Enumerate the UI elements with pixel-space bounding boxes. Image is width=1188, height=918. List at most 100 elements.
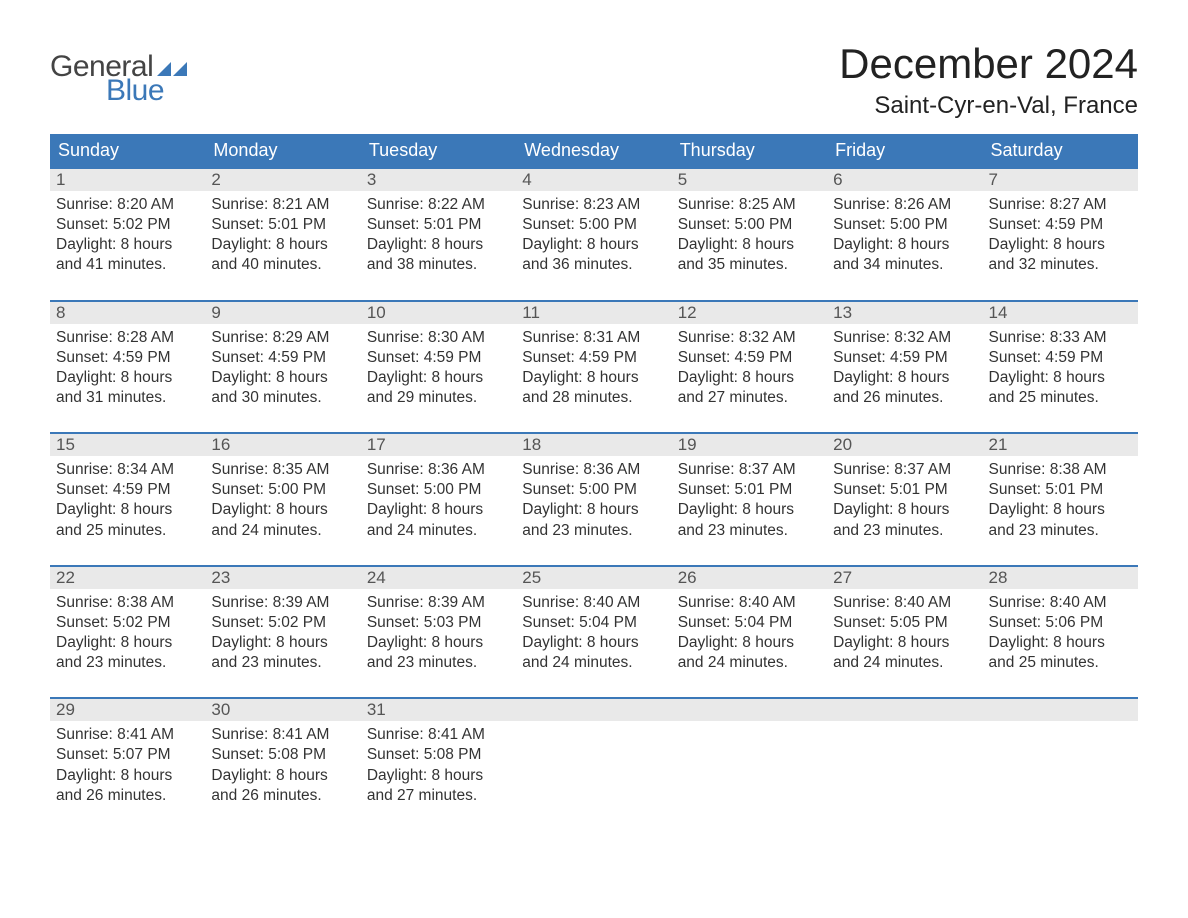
day-cell: 20Sunrise: 8:37 AMSunset: 5:01 PMDayligh… [827,434,982,547]
day-number: 22 [50,567,205,589]
day-body: Sunrise: 8:37 AMSunset: 5:01 PMDaylight:… [827,456,982,547]
day-number: 11 [516,302,671,324]
sunrise-line: Sunrise: 8:41 AM [56,725,199,745]
sunrise-line: Sunrise: 8:36 AM [522,460,665,480]
sunrise-line: Sunrise: 8:31 AM [522,328,665,348]
day-number: 26 [672,567,827,589]
sunset-line: Sunset: 5:01 PM [678,480,821,500]
sunrise-line: Sunrise: 8:21 AM [211,195,354,215]
calendar: SundayMondayTuesdayWednesdayThursdayFrid… [50,134,1138,812]
week-row: 8Sunrise: 8:28 AMSunset: 4:59 PMDaylight… [50,300,1138,415]
daylight-line: Daylight: 8 hours and 30 minutes. [211,368,354,408]
weeks-container: 1Sunrise: 8:20 AMSunset: 5:02 PMDaylight… [50,167,1138,812]
day-number: 2 [205,169,360,191]
day-body: Sunrise: 8:35 AMSunset: 5:00 PMDaylight:… [205,456,360,547]
sunrise-line: Sunrise: 8:25 AM [678,195,821,215]
day-cell: 13Sunrise: 8:32 AMSunset: 4:59 PMDayligh… [827,302,982,415]
day-body: Sunrise: 8:31 AMSunset: 4:59 PMDaylight:… [516,324,671,415]
day-cell: 25Sunrise: 8:40 AMSunset: 5:04 PMDayligh… [516,567,671,680]
weekday-header-cell: Thursday [672,134,827,167]
day-cell: 6Sunrise: 8:26 AMSunset: 5:00 PMDaylight… [827,169,982,282]
sunrise-line: Sunrise: 8:32 AM [678,328,821,348]
day-cell: 2Sunrise: 8:21 AMSunset: 5:01 PMDaylight… [205,169,360,282]
sunset-line: Sunset: 5:01 PM [989,480,1132,500]
day-number: 13 [827,302,982,324]
daylight-line: Daylight: 8 hours and 26 minutes. [56,766,199,806]
day-body: Sunrise: 8:32 AMSunset: 4:59 PMDaylight:… [827,324,982,415]
sunset-line: Sunset: 4:59 PM [833,348,976,368]
sunrise-line: Sunrise: 8:30 AM [367,328,510,348]
daylight-line: Daylight: 8 hours and 26 minutes. [211,766,354,806]
day-number: 16 [205,434,360,456]
day-number [516,699,671,721]
day-body: Sunrise: 8:40 AMSunset: 5:04 PMDaylight:… [672,589,827,680]
sunset-line: Sunset: 5:00 PM [522,480,665,500]
day-body: Sunrise: 8:33 AMSunset: 4:59 PMDaylight:… [983,324,1138,415]
week-row: 15Sunrise: 8:34 AMSunset: 4:59 PMDayligh… [50,432,1138,547]
day-cell: 5Sunrise: 8:25 AMSunset: 5:00 PMDaylight… [672,169,827,282]
day-body: Sunrise: 8:21 AMSunset: 5:01 PMDaylight:… [205,191,360,282]
day-cell: 17Sunrise: 8:36 AMSunset: 5:00 PMDayligh… [361,434,516,547]
sunrise-line: Sunrise: 8:23 AM [522,195,665,215]
sunrise-line: Sunrise: 8:28 AM [56,328,199,348]
sunrise-line: Sunrise: 8:26 AM [833,195,976,215]
day-number: 19 [672,434,827,456]
day-body: Sunrise: 8:41 AMSunset: 5:08 PMDaylight:… [361,721,516,812]
sunset-line: Sunset: 5:04 PM [678,613,821,633]
daylight-line: Daylight: 8 hours and 41 minutes. [56,235,199,275]
daylight-line: Daylight: 8 hours and 34 minutes. [833,235,976,275]
day-number: 1 [50,169,205,191]
sunrise-line: Sunrise: 8:27 AM [989,195,1132,215]
day-number: 21 [983,434,1138,456]
sunrise-line: Sunrise: 8:37 AM [678,460,821,480]
sunrise-line: Sunrise: 8:29 AM [211,328,354,348]
day-body: Sunrise: 8:28 AMSunset: 4:59 PMDaylight:… [50,324,205,415]
day-body: Sunrise: 8:41 AMSunset: 5:07 PMDaylight:… [50,721,205,812]
sunrise-line: Sunrise: 8:41 AM [211,725,354,745]
week-row: 29Sunrise: 8:41 AMSunset: 5:07 PMDayligh… [50,697,1138,812]
daylight-line: Daylight: 8 hours and 35 minutes. [678,235,821,275]
day-body: Sunrise: 8:26 AMSunset: 5:00 PMDaylight:… [827,191,982,282]
daylight-line: Daylight: 8 hours and 24 minutes. [522,633,665,673]
day-cell: 16Sunrise: 8:35 AMSunset: 5:00 PMDayligh… [205,434,360,547]
day-body: Sunrise: 8:20 AMSunset: 5:02 PMDaylight:… [50,191,205,282]
weekday-header-cell: Wednesday [516,134,671,167]
sunrise-line: Sunrise: 8:39 AM [367,593,510,613]
day-cell [516,699,671,812]
weekday-header-cell: Sunday [50,134,205,167]
sunset-line: Sunset: 5:00 PM [833,215,976,235]
sunset-line: Sunset: 4:59 PM [56,480,199,500]
sunset-line: Sunset: 5:04 PM [522,613,665,633]
day-number: 27 [827,567,982,589]
day-number: 31 [361,699,516,721]
day-cell [672,699,827,812]
sunset-line: Sunset: 5:01 PM [211,215,354,235]
day-cell: 18 Sunrise: 8:36 AMSunset: 5:00 PMDayligh… [516,434,671,547]
day-cell: 27Sunrise: 8:40 AMSunset: 5:05 PMDayligh… [827,567,982,680]
daylight-line: Daylight: 8 hours and 24 minutes. [211,500,354,540]
day-body: Sunrise: 8:23 AMSunset: 5:00 PMDaylight:… [516,191,671,282]
sunset-line: Sunset: 5:02 PM [56,215,199,235]
day-body: Sunrise: 8:39 AMSunset: 5:02 PMDaylight:… [205,589,360,680]
daylight-line: Daylight: 8 hours and 32 minutes. [989,235,1132,275]
week-row: 22Sunrise: 8:38 AMSunset: 5:02 PMDayligh… [50,565,1138,680]
day-cell: 10Sunrise: 8:30 AMSunset: 4:59 PMDayligh… [361,302,516,415]
day-cell [983,699,1138,812]
day-number: 10 [361,302,516,324]
day-number: 12 [672,302,827,324]
sunrise-line: Sunrise: 8:40 AM [833,593,976,613]
day-cell: 12Sunrise: 8:32 AMSunset: 4:59 PMDayligh… [672,302,827,415]
sunrise-line: Sunrise: 8:20 AM [56,195,199,215]
daylight-line: Daylight: 8 hours and 23 minutes. [522,500,665,540]
sunset-line: Sunset: 5:01 PM [367,215,510,235]
day-body: Sunrise: 8:32 AMSunset: 4:59 PMDaylight:… [672,324,827,415]
sunrise-line: Sunrise: 8:40 AM [678,593,821,613]
daylight-line: Daylight: 8 hours and 31 minutes. [56,368,199,408]
title-block: December 2024 Saint-Cyr-en-Val, France [839,40,1138,120]
sunset-line: Sunset: 5:02 PM [211,613,354,633]
day-number: 18 [516,434,671,456]
day-cell [827,699,982,812]
day-body: Sunrise: 8:40 AMSunset: 5:05 PMDaylight:… [827,589,982,680]
sunrise-line: Sunrise: 8:40 AM [522,593,665,613]
day-body: Sunrise: 8:22 AMSunset: 5:01 PMDaylight:… [361,191,516,282]
